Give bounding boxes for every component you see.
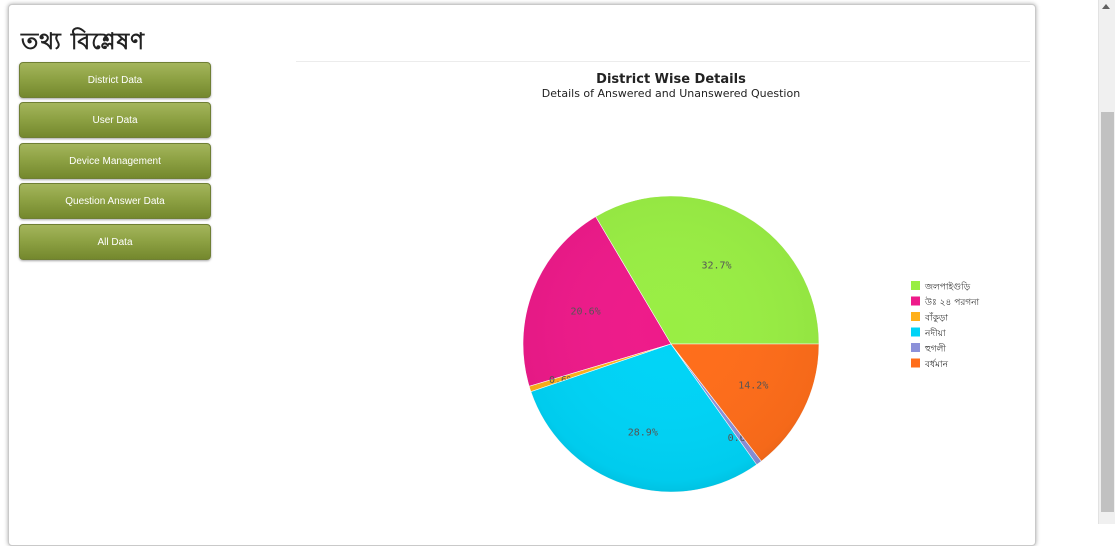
district-data-button[interactable]: District Data	[19, 62, 211, 98]
question-answer-data-button[interactable]: Question Answer Data	[19, 183, 211, 219]
legend-label-1: জলপাইগুড়ি	[924, 282, 971, 293]
legend-label-4: নদীয়া	[924, 327, 946, 339]
pie-chart: 32.7%20.6%0.6%28.9% 0.6%14.2%জলপাইগুড়িউঃ…	[522, 195, 980, 493]
legend-item-5[interactable]: হুগলী	[911, 343, 946, 355]
legend-label-5: হুগলী	[924, 343, 946, 355]
vertical-scrollbar[interactable]	[1098, 0, 1115, 524]
pie-slice-label-1: 32.7%	[701, 260, 731, 271]
legend-label-6: বর্ধমান	[924, 359, 949, 370]
content-divider	[296, 61, 1030, 62]
legend-item-2[interactable]: উঃ ২৪ পরগনা	[911, 296, 980, 308]
pie-slice-label-4: 28.9%	[628, 427, 658, 438]
user-data-button[interactable]: User Data	[19, 102, 211, 138]
chart-title: District Wise Details	[596, 72, 746, 87]
legend-item-4[interactable]: নদীয়া	[911, 327, 946, 339]
legend-swatch-6	[911, 358, 920, 368]
legend-swatch-2	[911, 296, 920, 306]
legend-item-6[interactable]: বর্ধমান	[911, 358, 949, 371]
legend-label-3: বাঁকুড়া	[924, 312, 948, 324]
legend-swatch-5	[911, 343, 920, 352]
legend-item-1[interactable]: জলপাইগুড়ি	[911, 281, 971, 293]
scroll-up-arrow-icon[interactable]	[1102, 4, 1110, 9]
main-panel: তথ্য বিশ্লেষণ District Data User Data De…	[8, 4, 1036, 546]
legend-swatch-4	[911, 327, 920, 337]
pie-slice-label-6: 14.2%	[738, 381, 768, 392]
legend-label-2: উঃ ২৪ পরগনা	[924, 296, 980, 308]
page-title: তথ্য বিশ্লেষণ	[21, 29, 146, 55]
all-data-button[interactable]: All Data	[19, 224, 211, 260]
legend-swatch-3	[911, 312, 920, 321]
legend-swatch-1	[911, 281, 920, 290]
device-management-button[interactable]: Device Management	[19, 143, 211, 179]
chart-subtitle: Details of Answered and Unanswered Quest…	[541, 87, 801, 100]
legend-item-3[interactable]: বাঁকুড়া	[911, 312, 948, 324]
pie-slice-label-2: 20.6%	[571, 307, 601, 318]
scrollbar-thumb[interactable]	[1101, 112, 1114, 512]
